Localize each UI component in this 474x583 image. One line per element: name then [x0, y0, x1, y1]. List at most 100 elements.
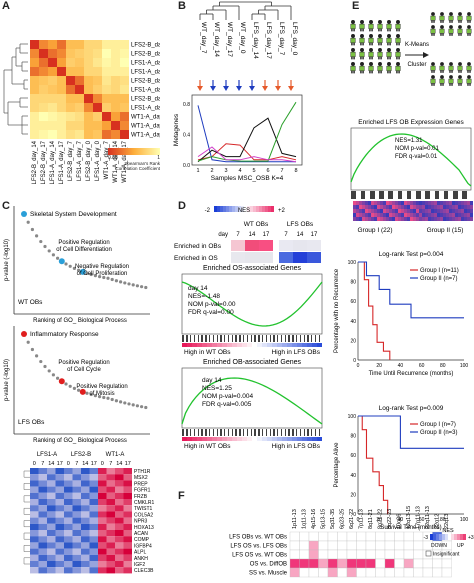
person-body-icon — [395, 51, 401, 57]
b-arrows — [197, 80, 294, 91]
c-heat-cell — [81, 499, 90, 506]
d-gsea-hit — [209, 429, 210, 436]
d-row-label: Enriched in OBs — [174, 243, 222, 250]
e-heat-cell — [401, 213, 404, 217]
e-heat-cell — [356, 217, 359, 221]
f-heat-cell — [403, 549, 414, 560]
e-heat-cell — [446, 217, 449, 221]
c-heat-cell — [115, 561, 124, 568]
person-head-icon — [387, 62, 391, 66]
d-heat-cell — [307, 240, 321, 251]
person-head-icon — [360, 34, 364, 38]
c-heat-cell — [72, 480, 81, 487]
e-heat-cell — [407, 201, 410, 205]
b-plot-frame — [191, 94, 303, 166]
e-gsea-hit — [454, 191, 455, 199]
f-heat-cell — [346, 531, 357, 542]
c-go-point — [35, 234, 39, 238]
c-heat-cell — [106, 548, 115, 555]
person-head-icon — [440, 62, 444, 66]
a-heat-cell — [75, 67, 84, 76]
c-heat-cell — [30, 486, 39, 493]
c-heat-cell — [89, 474, 98, 481]
c-heat-cell — [115, 542, 124, 549]
c-heat-dendro — [23, 520, 30, 528]
e-km-ytick: 0 — [353, 512, 356, 518]
person-leg-icon — [469, 83, 471, 86]
d-heat-cell — [293, 252, 307, 263]
f-nes-key — [442, 534, 445, 540]
f-heat-cell — [299, 567, 310, 578]
person-head-icon — [378, 34, 382, 38]
e-km-curve — [358, 415, 464, 449]
c-heat-cell — [123, 517, 132, 524]
person-leg-icon — [362, 28, 364, 32]
c-heat-cell — [98, 542, 107, 549]
person-head-icon — [467, 75, 471, 79]
c-heat-cell — [55, 536, 64, 543]
person-head-icon — [458, 75, 462, 79]
c-heat-cell — [123, 492, 132, 499]
person-head-icon — [458, 12, 462, 16]
e-gsea-hit — [361, 191, 362, 199]
b-ylabel: Metagenes — [173, 113, 180, 146]
e-heat-cell — [371, 209, 374, 213]
person-leg-icon — [467, 20, 469, 23]
person-head-icon — [431, 75, 435, 79]
person-body-icon — [386, 37, 392, 43]
c-go-point — [127, 282, 131, 286]
d-day: 7 — [236, 232, 240, 238]
f-heat-cell — [375, 549, 386, 560]
person-leg-icon — [353, 70, 355, 74]
d-gsea-hit — [273, 335, 274, 342]
c-heat-dendro — [23, 532, 30, 540]
c-heat-cell — [81, 554, 90, 561]
c-ylabel: p-value (-log10) — [4, 239, 10, 281]
d-gsea-hit — [224, 429, 225, 436]
d-gsea-ob: Enriched OB-associated Genes day 14NES=1.… — [181, 359, 323, 450]
e-heat-cell — [371, 217, 374, 221]
c-heat-cell — [98, 492, 107, 499]
d-gsea-hit — [220, 335, 221, 342]
c-go-point — [47, 369, 51, 373]
a-heat-cell — [48, 130, 57, 139]
f-heat-cell — [346, 567, 357, 578]
d-gsea-rank — [262, 437, 267, 441]
e-heat-cell — [416, 209, 419, 213]
d-gsea-hit — [259, 335, 260, 342]
person-head-icon — [396, 34, 400, 38]
c-go-point — [106, 396, 110, 400]
a-heat-cell — [66, 67, 75, 76]
person-leg-icon — [387, 70, 389, 74]
c-heat-cell — [55, 530, 64, 537]
c-heat-gene: MSX2 — [134, 475, 148, 481]
e-km-ytick: 20 — [350, 338, 356, 344]
person-leg-icon — [433, 83, 435, 86]
d-gsea-rank — [292, 343, 297, 347]
d-gsea-hit — [205, 335, 206, 342]
e-heat-cell — [437, 213, 440, 217]
d-gsea-rank — [217, 343, 222, 347]
person-leg-icon — [449, 83, 451, 86]
d-nes-key — [268, 206, 271, 212]
e-heat-cell — [380, 201, 383, 205]
c-heat-day: 17 — [91, 461, 97, 467]
person-leg-icon — [431, 70, 433, 73]
c-heat-gene: FGFR1 — [134, 488, 151, 494]
c-heat-cell — [47, 561, 56, 568]
person-leg-icon — [371, 56, 373, 60]
e-gsea-hit — [392, 191, 393, 199]
d-gsea-hit — [187, 335, 188, 342]
b-sample-label: LFS_day_14 — [252, 22, 259, 59]
f-heat-cell — [318, 531, 329, 542]
a-colorbar-gradient — [108, 148, 160, 155]
person-leg-icon — [467, 33, 469, 36]
e-heat-cell — [356, 209, 359, 213]
c-heat-day: 14 — [48, 461, 54, 467]
e-gsea-hit — [429, 191, 430, 199]
person-head-icon — [369, 20, 373, 24]
c-heat-cell — [30, 480, 39, 487]
c-heat-cell — [64, 523, 73, 530]
person-leg-icon — [469, 70, 471, 73]
f-heat-cell — [375, 558, 386, 569]
